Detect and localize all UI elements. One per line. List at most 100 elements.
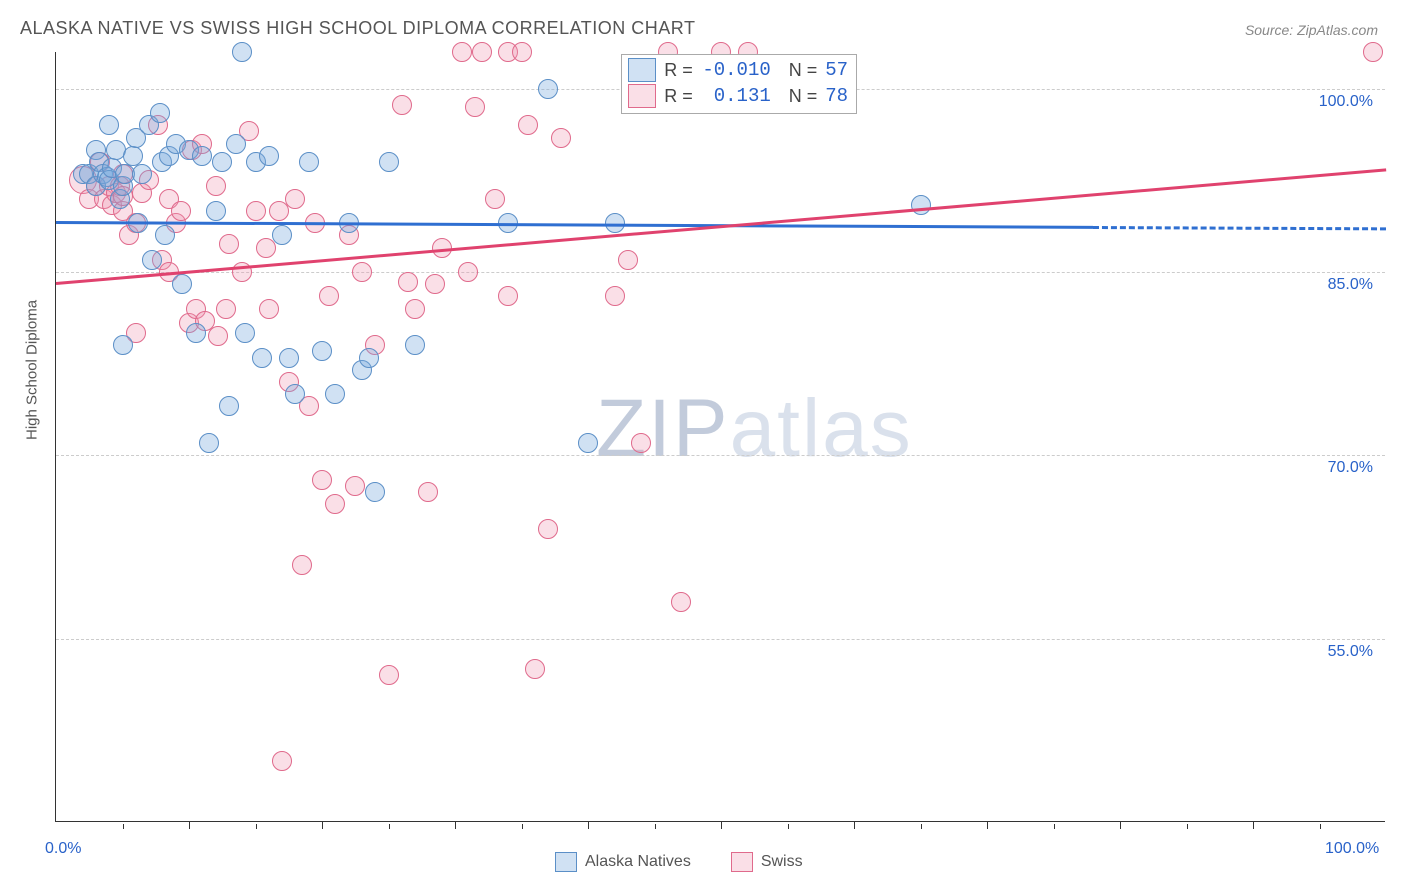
x-tick xyxy=(987,821,988,829)
data-point xyxy=(452,42,472,62)
data-point xyxy=(199,433,219,453)
gridline xyxy=(56,455,1385,456)
data-point xyxy=(142,250,162,270)
data-point xyxy=(359,348,379,368)
x-tick-minor xyxy=(256,824,257,829)
data-point xyxy=(259,146,279,166)
data-point xyxy=(392,95,412,115)
data-point xyxy=(405,299,425,319)
x-tick xyxy=(588,821,589,829)
legend-item-blue: Alaska Natives xyxy=(555,852,691,872)
y-tick-label: 70.0% xyxy=(1328,459,1373,477)
stats-r-label: R = xyxy=(664,83,693,109)
x-tick-minor xyxy=(123,824,124,829)
data-point xyxy=(219,396,239,416)
data-point xyxy=(1363,42,1383,62)
data-point xyxy=(618,250,638,270)
data-point xyxy=(671,592,691,612)
data-point xyxy=(312,470,332,490)
data-point xyxy=(272,225,292,245)
x-tick-minor xyxy=(1054,824,1055,829)
gridline xyxy=(56,272,1385,273)
x-tick-minor xyxy=(655,824,656,829)
data-point xyxy=(292,555,312,575)
x-tick-minor xyxy=(389,824,390,829)
data-point xyxy=(312,341,332,361)
x-tick-minor xyxy=(1320,824,1321,829)
trend-line xyxy=(1093,226,1386,230)
legend-label-blue: Alaska Natives xyxy=(585,853,691,871)
data-point xyxy=(631,433,651,453)
x-tick-minor xyxy=(788,824,789,829)
data-point xyxy=(538,519,558,539)
data-point xyxy=(512,42,532,62)
data-point xyxy=(252,348,272,368)
y-axis-label: High School Diploma xyxy=(24,300,41,440)
y-tick-label: 100.0% xyxy=(1319,93,1373,111)
data-point xyxy=(465,97,485,117)
y-tick-label: 85.0% xyxy=(1328,276,1373,294)
plot-area: ZIPatlas 55.0%70.0%85.0%100.0%R =-0.010 … xyxy=(55,52,1385,822)
legend-item-pink: Swiss xyxy=(731,852,803,872)
data-point xyxy=(605,286,625,306)
data-point xyxy=(155,225,175,245)
stats-swatch xyxy=(628,84,656,108)
x-tick-label-min: 0.0% xyxy=(45,840,81,858)
data-point xyxy=(208,326,228,346)
data-point xyxy=(192,146,212,166)
y-tick-label: 55.0% xyxy=(1328,643,1373,661)
stats-swatch xyxy=(628,58,656,82)
data-point xyxy=(171,201,191,221)
data-point xyxy=(226,134,246,154)
stats-n-value: 57 xyxy=(825,57,848,83)
data-point xyxy=(299,152,319,172)
chart-title: ALASKA NATIVE VS SWISS HIGH SCHOOL DIPLO… xyxy=(20,18,695,39)
stats-r-value: 0.131 xyxy=(701,83,771,109)
legend-bottom: Alaska Natives Swiss xyxy=(555,852,803,872)
x-tick xyxy=(1120,821,1121,829)
data-point xyxy=(379,665,399,685)
gridline xyxy=(56,639,1385,640)
x-tick xyxy=(721,821,722,829)
data-point xyxy=(99,115,119,135)
data-point xyxy=(518,115,538,135)
data-point xyxy=(172,274,192,294)
data-point xyxy=(365,482,385,502)
x-tick-label-max: 100.0% xyxy=(1325,840,1379,858)
stats-r-label: R = xyxy=(664,57,693,83)
watermark: ZIPatlas xyxy=(596,382,913,476)
data-point xyxy=(325,384,345,404)
legend-swatch-pink xyxy=(731,852,753,872)
data-point xyxy=(319,286,339,306)
stats-legend: R =-0.010 N =57R =0.131 N =78 xyxy=(621,54,857,114)
stats-n-value: 78 xyxy=(825,83,848,109)
data-point xyxy=(285,189,305,209)
data-point xyxy=(132,164,152,184)
x-tick xyxy=(1253,821,1254,829)
data-point xyxy=(485,189,505,209)
data-point xyxy=(113,335,133,355)
data-point xyxy=(498,286,518,306)
legend-label-pink: Swiss xyxy=(761,853,803,871)
data-point xyxy=(398,272,418,292)
data-point xyxy=(405,335,425,355)
x-tick xyxy=(854,821,855,829)
data-point xyxy=(150,103,170,123)
data-point xyxy=(911,195,931,215)
data-point xyxy=(232,42,252,62)
stats-r-value: -0.010 xyxy=(701,57,771,83)
data-point xyxy=(212,152,232,172)
data-point xyxy=(425,274,445,294)
x-tick xyxy=(189,821,190,829)
data-point xyxy=(206,201,226,221)
data-point xyxy=(246,201,266,221)
data-point xyxy=(186,323,206,343)
data-point xyxy=(525,659,545,679)
data-point xyxy=(458,262,478,282)
watermark-atlas: atlas xyxy=(730,383,913,474)
data-point xyxy=(472,42,492,62)
trend-line xyxy=(56,221,1093,229)
x-tick-minor xyxy=(522,824,523,829)
data-point xyxy=(538,79,558,99)
data-point xyxy=(259,299,279,319)
